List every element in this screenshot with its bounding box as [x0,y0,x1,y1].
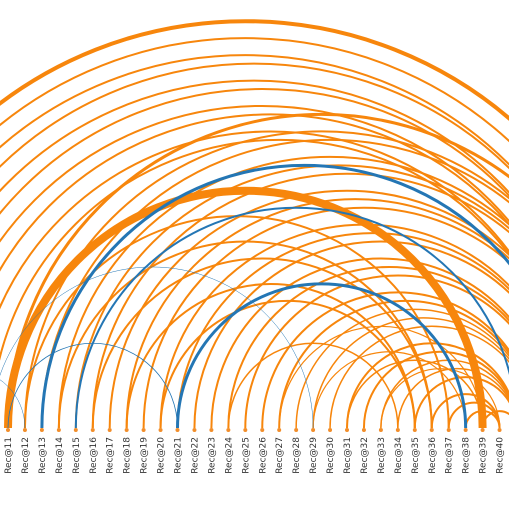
node-label: Rec@40 [496,437,506,474]
node-label: Rec@26 [258,437,268,474]
node-dot [481,428,485,432]
node-dot [209,428,213,432]
node-label: Rec@34 [394,437,404,474]
node-dot [108,428,112,432]
node-dot [277,428,281,432]
node-label: Rec@19 [140,437,150,474]
node-dot [74,428,78,432]
node-dot [379,428,383,432]
node-label: Rec@24 [224,437,234,474]
node-label: Rec@31 [343,437,353,474]
node-label: Rec@17 [106,437,116,474]
node-label: Rec@23 [207,437,217,474]
node-label: Rec@37 [445,437,455,474]
node-label: Rec@25 [241,437,251,474]
node-label: Rec@14 [55,437,65,474]
node-dot [498,428,502,432]
node-dot [142,428,146,432]
node-dot [40,428,44,432]
node-label: Rec@15 [72,437,82,474]
node-dot [413,428,417,432]
node-dot [57,428,61,432]
node-dot [226,428,230,432]
node-label: Rec@32 [360,437,370,474]
node-label: Rec@22 [190,437,200,474]
node-label: Rec@11 [4,437,14,474]
node-dot [23,428,27,432]
node-dot [260,428,264,432]
node-dot [294,428,298,432]
arc-link-Rec8-Rec45 [0,114,509,428]
node-dot [447,428,451,432]
node-labels: Rec@11 Rec@12 Rec@13 Rec@14 Rec@15 Rec@16 Rec@… [4,437,506,474]
node-dot [430,428,434,432]
node-label: Rec@18 [123,437,133,474]
node-label: Rec@21 [174,437,184,474]
node-label: Rec@33 [377,437,387,474]
node-dot [464,428,468,432]
node-label: Rec@36 [428,437,438,474]
node-dot [345,428,349,432]
node-label: Rec@12 [21,437,31,474]
node-dot [243,428,247,432]
node-dot [91,428,95,432]
node-dot [362,428,366,432]
node-dot [176,428,180,432]
node-dot [6,428,10,432]
node-label: Rec@38 [462,437,472,474]
node-dot [311,428,315,432]
node-label: Rec@13 [38,437,48,474]
arc-link-Rec14-Rec36 [59,242,432,428]
node-dot [328,428,332,432]
node-dots [6,428,502,432]
node-dot [192,428,196,432]
node-dot [125,428,129,432]
arc-links [0,21,509,428]
node-label: Rec@35 [411,437,421,474]
node-label: Rec@30 [326,437,336,474]
node-label: Rec@27 [275,437,285,474]
node-dot [396,428,400,432]
node-dot [159,428,163,432]
node-label: Rec@39 [479,437,489,474]
node-label: Rec@16 [89,437,99,474]
node-label: Rec@28 [292,437,302,474]
node-label: Rec@29 [309,437,319,474]
node-label: Rec@20 [157,437,167,474]
